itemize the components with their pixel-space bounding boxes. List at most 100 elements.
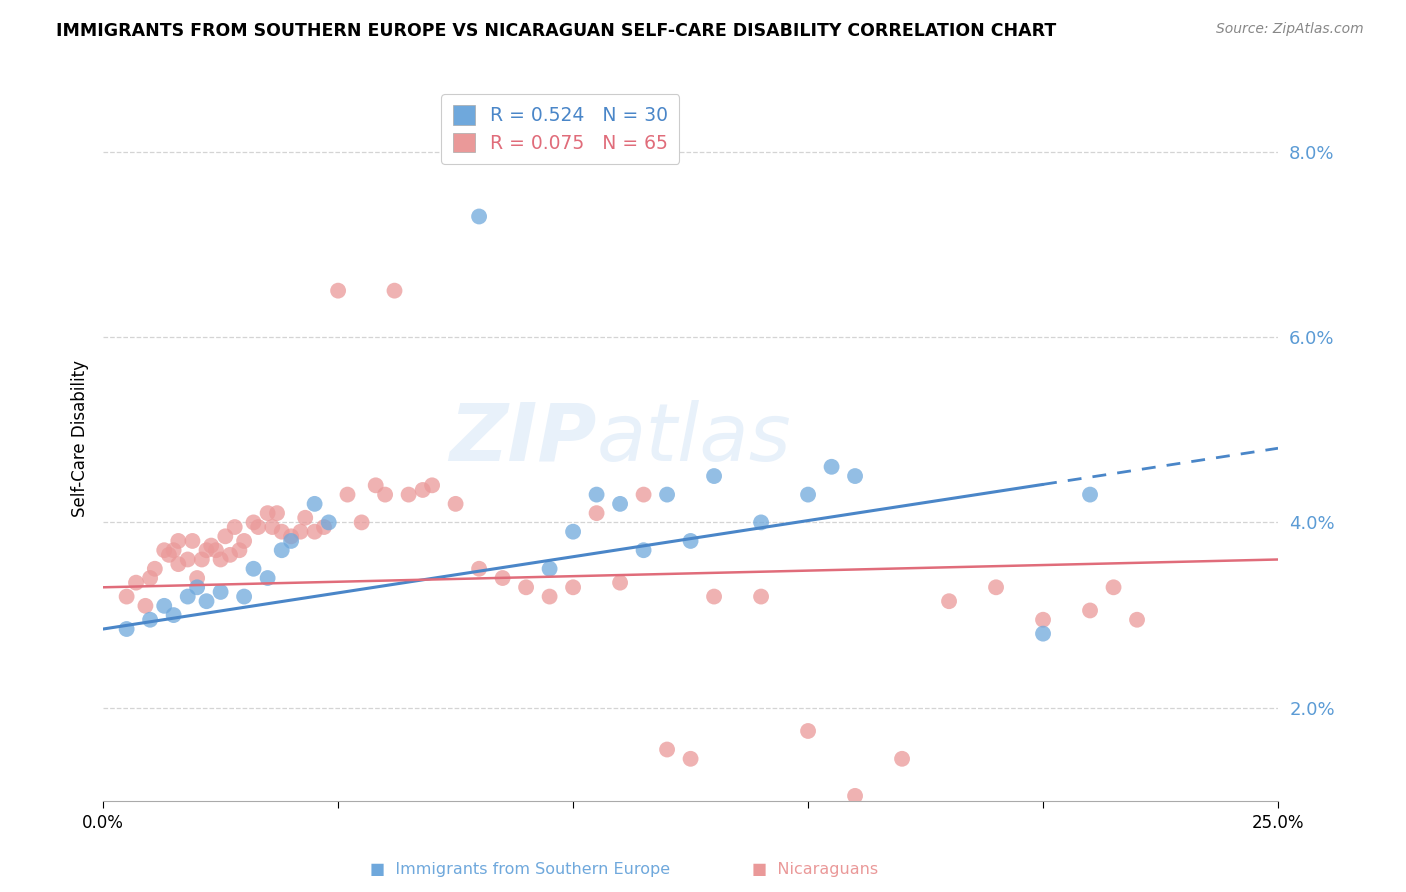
Text: ■  Nicaraguans: ■ Nicaraguans bbox=[752, 863, 879, 877]
Point bbox=[224, 520, 246, 534]
Point bbox=[444, 497, 467, 511]
Point bbox=[412, 483, 434, 497]
Point bbox=[205, 543, 228, 558]
Text: IMMIGRANTS FROM SOUTHERN EUROPE VS NICARAGUAN SELF-CARE DISABILITY CORRELATION C: IMMIGRANTS FROM SOUTHERN EUROPE VS NICAR… bbox=[56, 22, 1056, 40]
Point bbox=[177, 590, 200, 604]
Point bbox=[242, 516, 264, 530]
Point bbox=[1032, 626, 1054, 640]
Point bbox=[984, 580, 1007, 594]
Point bbox=[153, 599, 176, 613]
Point bbox=[364, 478, 387, 492]
Point bbox=[585, 506, 607, 520]
Point bbox=[256, 571, 278, 585]
Point bbox=[312, 520, 335, 534]
Point bbox=[200, 539, 222, 553]
Text: atlas: atlas bbox=[596, 400, 792, 478]
Point bbox=[143, 562, 166, 576]
Point bbox=[195, 543, 218, 558]
Point bbox=[270, 543, 292, 558]
Point bbox=[256, 506, 278, 520]
Point bbox=[655, 487, 678, 501]
Point bbox=[1126, 613, 1149, 627]
Point bbox=[304, 497, 326, 511]
Y-axis label: Self-Care Disability: Self-Care Disability bbox=[72, 360, 89, 517]
Point bbox=[270, 524, 292, 539]
Point bbox=[290, 524, 312, 539]
Text: ZIP: ZIP bbox=[449, 400, 596, 478]
Point bbox=[326, 284, 349, 298]
Point bbox=[167, 533, 190, 548]
Point bbox=[233, 533, 256, 548]
Point bbox=[280, 529, 302, 543]
Point bbox=[177, 552, 200, 566]
Point bbox=[797, 487, 820, 501]
Point bbox=[797, 723, 820, 738]
Point bbox=[181, 533, 204, 548]
Point bbox=[655, 742, 678, 756]
Point bbox=[209, 552, 232, 566]
Point bbox=[228, 543, 250, 558]
Point bbox=[134, 599, 156, 613]
Point bbox=[318, 516, 340, 530]
Point bbox=[219, 548, 242, 562]
Legend: R = 0.524   N = 30, R = 0.075   N = 65: R = 0.524 N = 30, R = 0.075 N = 65 bbox=[441, 94, 679, 164]
Point bbox=[703, 469, 725, 483]
Point bbox=[233, 590, 256, 604]
Point bbox=[820, 459, 842, 474]
Point bbox=[350, 516, 373, 530]
Point bbox=[562, 580, 585, 594]
Point bbox=[538, 590, 561, 604]
Point bbox=[157, 548, 180, 562]
Point bbox=[844, 469, 866, 483]
Point bbox=[1032, 613, 1054, 627]
Point bbox=[162, 608, 184, 623]
Point bbox=[844, 789, 866, 803]
Point bbox=[679, 752, 702, 766]
Point bbox=[1078, 487, 1101, 501]
Point bbox=[186, 580, 208, 594]
Point bbox=[195, 594, 218, 608]
Point bbox=[294, 510, 316, 524]
Point bbox=[1078, 603, 1101, 617]
Point bbox=[266, 506, 288, 520]
Point bbox=[749, 590, 772, 604]
Point bbox=[562, 524, 585, 539]
Point bbox=[891, 752, 914, 766]
Point bbox=[609, 497, 631, 511]
Point bbox=[633, 487, 655, 501]
Point bbox=[703, 590, 725, 604]
Point bbox=[585, 487, 607, 501]
Point bbox=[153, 543, 176, 558]
Point bbox=[280, 533, 302, 548]
Point bbox=[336, 487, 359, 501]
Point bbox=[468, 210, 491, 224]
Point bbox=[167, 557, 190, 571]
Point bbox=[139, 613, 162, 627]
Point bbox=[139, 571, 162, 585]
Point bbox=[633, 543, 655, 558]
Point bbox=[679, 533, 702, 548]
Point bbox=[247, 520, 270, 534]
Point bbox=[1102, 580, 1125, 594]
Text: ■  Immigrants from Southern Europe: ■ Immigrants from Southern Europe bbox=[370, 863, 671, 877]
Point bbox=[242, 562, 264, 576]
Point bbox=[209, 585, 232, 599]
Point bbox=[468, 562, 491, 576]
Point bbox=[515, 580, 537, 594]
Point bbox=[398, 487, 420, 501]
Point bbox=[491, 571, 513, 585]
Point bbox=[420, 478, 443, 492]
Point bbox=[749, 516, 772, 530]
Point bbox=[125, 575, 148, 590]
Point bbox=[162, 543, 184, 558]
Point bbox=[538, 562, 561, 576]
Point bbox=[262, 520, 284, 534]
Point bbox=[304, 524, 326, 539]
Point bbox=[191, 552, 214, 566]
Text: Source: ZipAtlas.com: Source: ZipAtlas.com bbox=[1216, 22, 1364, 37]
Point bbox=[214, 529, 236, 543]
Point bbox=[115, 622, 138, 636]
Point bbox=[374, 487, 396, 501]
Point bbox=[384, 284, 406, 298]
Point bbox=[938, 594, 960, 608]
